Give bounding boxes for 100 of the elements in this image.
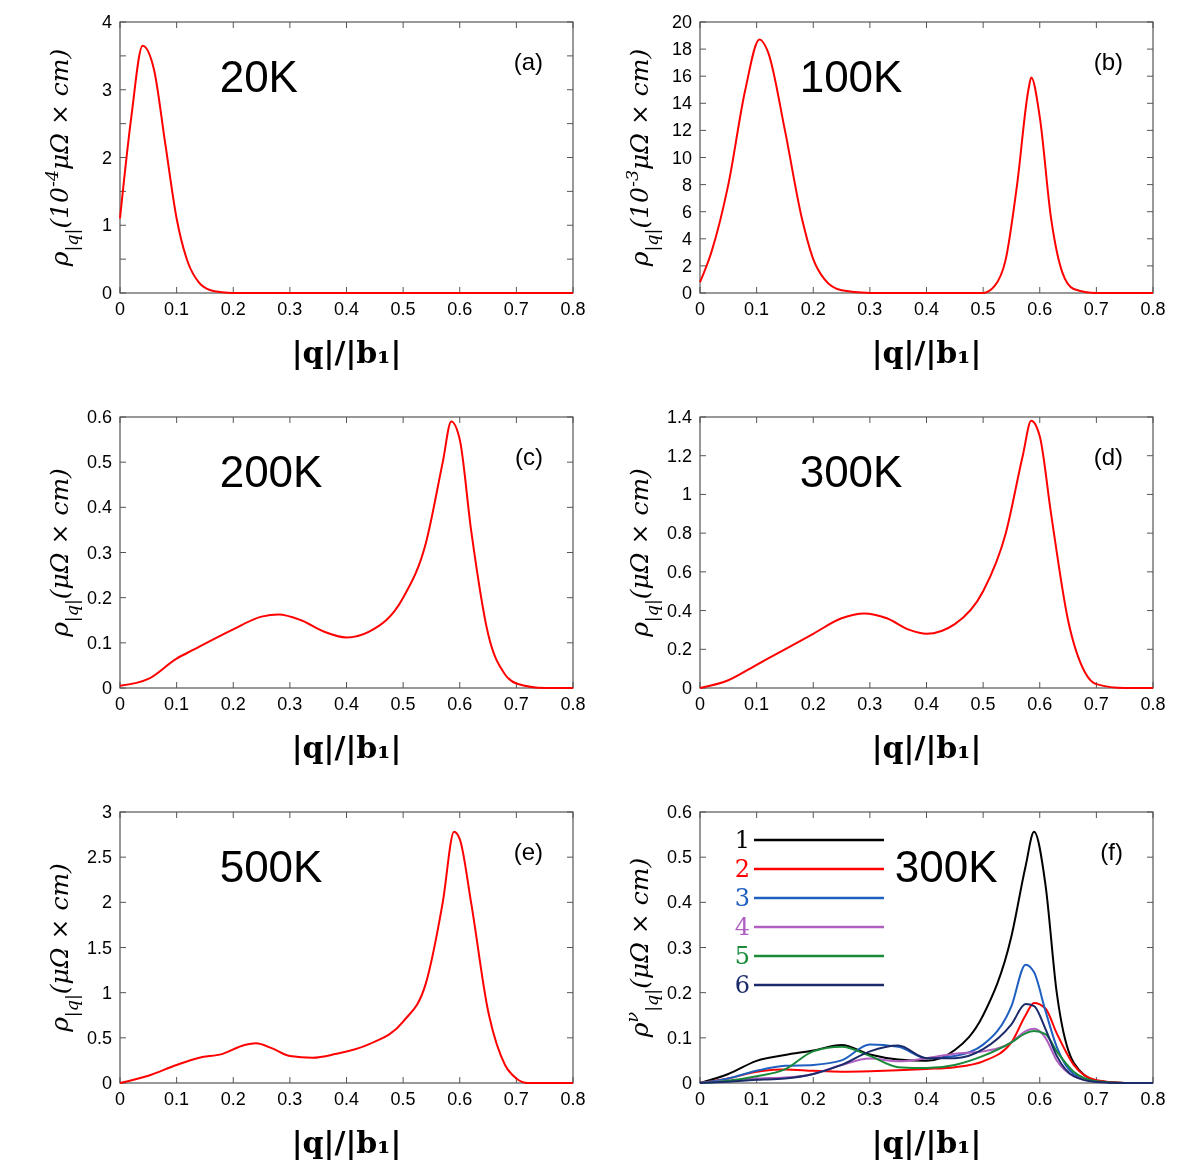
x-tick-label: 0.7 [1083,694,1109,714]
x-tick-label: 0.1 [744,694,770,714]
x-axis-title: |q|/|b₁| [291,335,402,370]
y-tick-label: 0.3 [86,542,112,563]
x-tick-label: 0.1 [164,1089,190,1109]
x-tick-label: 0.8 [1140,1089,1166,1109]
text: 6 [734,971,750,999]
y-tick-label: 12 [671,120,692,141]
annotation: (b) [1093,48,1123,75]
y-tick-label: 0.2 [86,587,112,608]
y-tick-label: 14 [671,93,692,114]
y-tick-label: 0 [101,1073,112,1093]
y-tick-label: 2 [681,255,692,276]
x-axis-title: |q|/|b₁| [291,730,402,765]
y-tick-label: 0 [101,678,112,698]
x-tick-label: 0.4 [913,299,940,319]
y-tick-label: 1 [681,484,692,505]
x-axis-title: |q|/|b₁| [871,335,982,370]
line-series [699,38,1154,294]
y-tick-label: 0.4 [666,600,692,621]
y-tick-label: 10 [671,147,692,168]
x-tick-label: 0.2 [220,1089,246,1109]
x-tick-label: 0.3 [857,299,883,319]
x-axis-title: |q|/|b₁| [291,1125,402,1160]
x-tick-label: 0.2 [220,299,246,319]
x-tick-label: 0.1 [164,299,190,319]
y-tick-label: 0.5 [86,1027,112,1048]
x-tick-label: 0.7 [1083,1089,1109,1109]
y-tick-label: 0 [681,678,692,698]
y-tick-label: 1.5 [86,937,112,958]
x-tick-label: 0.5 [390,694,416,714]
y-tick-label: 0 [681,1073,692,1093]
y-tick-label: 8 [681,174,692,195]
y-tick-label: 2 [101,147,112,168]
x-tick-label: 0.1 [164,694,190,714]
x-tick-label: 0 [694,299,706,319]
x-tick-label: 0.4 [913,694,940,714]
x-tick-label: 0.6 [447,1089,473,1109]
x-tick-label: 0.7 [503,299,529,319]
y-tick-label: 16 [671,66,692,87]
y-tick-label: 20 [671,12,692,32]
x-tick-label: 0.7 [1083,299,1109,319]
x-tick-label: 0.3 [277,1089,303,1109]
x-tick-label: 0.4 [333,694,360,714]
annotation: 300K [894,842,998,891]
text: 4 [734,913,750,941]
x-tick-label: 0.6 [1027,694,1053,714]
annotation: (f) [1100,838,1123,865]
annotation: (d) [1093,443,1123,470]
x-tick-label: 0.6 [1027,1089,1053,1109]
x-tick-label: 0.5 [970,1089,996,1109]
x-tick-label: 0.8 [1140,694,1166,714]
annotation: (e) [513,838,543,865]
x-tick-label: 0.5 [970,694,996,714]
x-tick-label: 0 [114,1089,126,1109]
text: 3 [734,884,750,912]
y-tick-label: 1 [101,215,112,236]
y-tick-label: 0.6 [666,802,692,822]
y-tick-label: 0.6 [86,407,112,427]
annotation: 200K [219,447,323,496]
annotation: 20K [219,52,298,101]
x-tick-label: 0.6 [447,299,473,319]
x-tick-label: 0.4 [913,1089,940,1109]
x-tick-label: 0.5 [390,1089,416,1109]
x-tick-label: 0 [114,299,126,319]
y-tick-label: 0.2 [666,639,692,660]
y-tick-label: 0.5 [666,847,692,868]
x-tick-label: 0.8 [560,694,586,714]
y-tick-label: 0.4 [86,497,112,518]
text: 2 [734,855,750,883]
annotation: (c) [515,443,543,470]
y-tick-label: 0.8 [666,523,692,544]
y-tick-label: 4 [681,228,692,249]
y-tick-label: 2 [101,892,112,913]
x-tick-label: 0.4 [333,1089,360,1109]
x-tick-label: 0.5 [970,299,996,319]
x-tick-label: 0.2 [800,694,826,714]
line-series [119,830,574,1084]
x-tick-label: 0.5 [390,299,416,319]
x-tick-label: 0.8 [560,299,586,319]
line-series [699,1002,1154,1084]
y-tick-label: 0.2 [666,982,692,1003]
x-tick-label: 0.2 [220,694,246,714]
x-tick-label: 0.3 [857,694,883,714]
line-series [699,419,1154,689]
x-tick-label: 0 [114,694,126,714]
x-tick-label: 0.2 [800,1089,826,1109]
text: 1 [734,826,750,854]
x-tick-label: 0 [694,694,706,714]
y-tick-label: 3 [101,79,112,100]
annotation: 100K [799,52,903,101]
y-tick-label: 0.6 [666,561,692,582]
x-tick-label: 0.2 [800,299,826,319]
y-tick-label: 0.4 [666,892,692,913]
x-tick-label: 0.3 [277,694,303,714]
y-tick-label: 0.1 [86,632,112,653]
y-tick-label: 2.5 [86,847,112,868]
x-tick-label: 0.7 [503,1089,529,1109]
x-tick-label: 0.4 [333,299,360,319]
x-axis-title: |q|/|b₁| [871,1125,982,1160]
